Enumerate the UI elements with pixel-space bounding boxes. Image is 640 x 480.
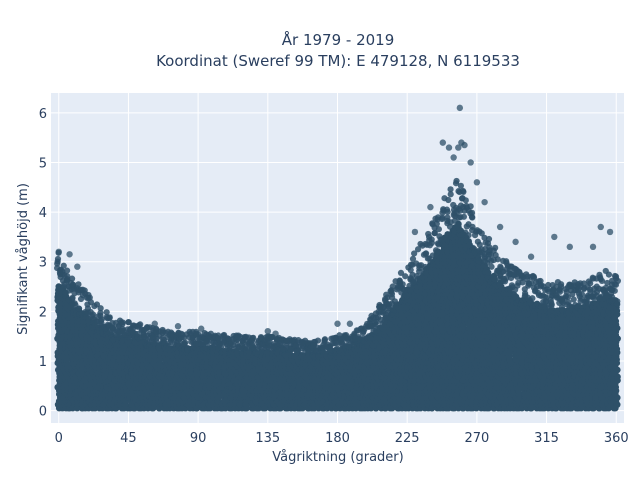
data-point [435,226,442,233]
data-point [492,244,499,251]
data-point [258,349,265,356]
data-point [276,341,284,348]
data-point [119,327,126,335]
data-point [97,305,104,312]
data-point [494,256,501,263]
data-point [360,328,367,335]
data-point [54,255,62,263]
data-point [283,337,290,344]
data-point [299,345,306,352]
data-point [75,305,82,312]
data-point [249,344,256,351]
data-point [457,182,465,189]
data-point [397,269,405,276]
data-point [203,338,210,345]
data-point [453,177,460,185]
data-point [106,315,113,322]
data-point [451,228,458,235]
data-point [447,186,454,193]
data-point [485,235,493,243]
data-points [54,104,622,412]
data-point [443,206,451,213]
data-point [75,281,82,288]
data-point [497,264,505,272]
data-point [488,263,495,270]
data-point [490,275,498,283]
data-point [60,285,67,292]
data-point [460,213,468,220]
data-point [249,334,256,342]
data-point [411,250,418,257]
chart-title-line1: År 1979 - 2019 [282,30,395,49]
data-point [93,301,101,308]
data-point [462,237,470,244]
data-point [445,196,452,204]
data-point [407,266,414,274]
data-point [422,250,429,257]
data-point [447,191,454,198]
data-point [414,246,422,253]
data-point [403,292,411,299]
data-point [215,344,222,352]
data-point [465,232,472,239]
data-point [85,295,92,302]
data-point [293,348,300,355]
data-point [484,269,492,276]
data-point [54,260,61,267]
data-point [268,334,275,341]
data-point [216,337,223,344]
data-point [64,272,71,280]
data-point [467,203,474,210]
data-point [156,342,163,350]
data-point [314,337,322,344]
data-point [66,287,73,294]
data-point [119,319,126,326]
data-point [181,340,188,347]
data-point [103,309,110,316]
data-point [455,220,462,228]
data-point [370,323,377,330]
data-point [68,275,76,282]
data-point [457,202,465,209]
data-point [462,197,469,204]
chart-title-line2: Koordinat (Sweref 99 TM): E 479128, N 61… [156,52,520,70]
data-point [459,187,467,195]
data-point [84,305,92,312]
data-point [370,314,377,321]
data-point [289,337,296,344]
data-point [384,294,391,301]
data-point [503,275,510,282]
data-point [438,215,446,223]
data-point [487,251,495,259]
data-point [428,236,435,243]
data-point [468,209,476,216]
data-point [475,257,482,264]
data-point [89,311,97,318]
data-point [409,255,417,262]
data-point [82,290,89,297]
data-point [315,353,322,360]
data-point [60,262,67,269]
data-point [63,267,71,274]
data-point [295,337,302,344]
data-point [193,330,200,337]
data-point [321,337,328,344]
data-point [463,223,470,230]
data-point [453,209,460,217]
data-point [402,273,409,280]
data-point [496,282,503,289]
data-point [205,332,212,339]
data-point [478,230,485,237]
data-point [220,331,228,339]
data-point [181,334,188,341]
data-point [426,242,434,249]
data-point [137,321,144,328]
data-point [431,229,438,237]
data-point [125,319,132,326]
data-point [109,320,116,327]
